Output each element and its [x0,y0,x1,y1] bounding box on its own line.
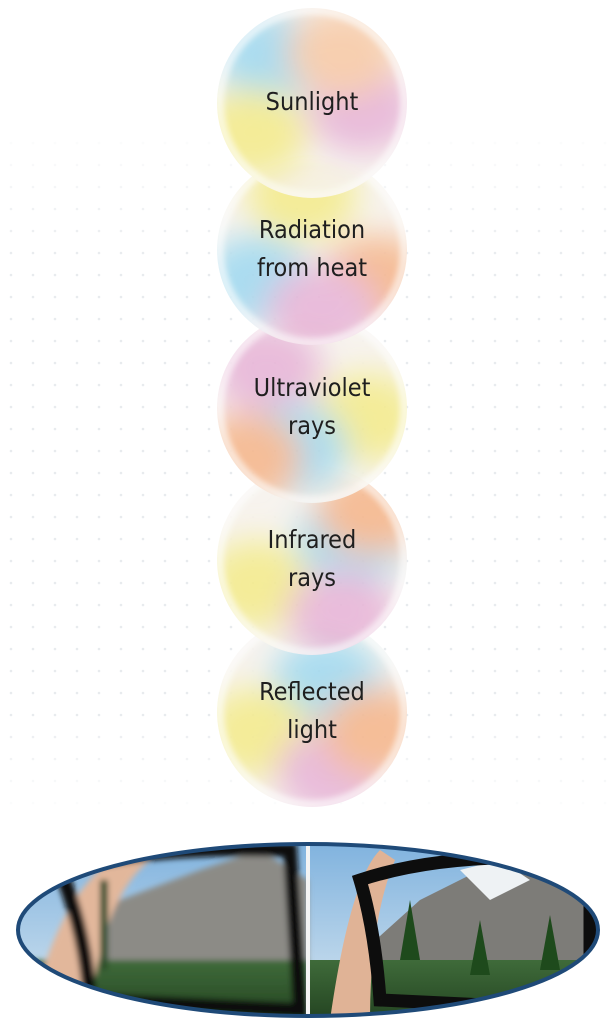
bubble-label: Sunlight [266,87,359,116]
bubble-stack: Reflected light Infrared rays Ultraviolet ray… [192,8,432,817]
bubble-label: light [287,715,337,744]
bubble-label: Reflected [259,677,365,706]
color-blob [287,8,397,98]
bubble-label: Infrared [268,525,357,554]
bubble-label: Ultraviolet [254,373,371,402]
bubble-label: Radiation [259,215,365,244]
bubble-label: from heat [257,253,367,282]
infographic: Reflected light Infrared rays Ultraviolet ray… [0,0,609,1025]
bubble-label: rays [288,563,336,592]
bubble-label: rays [288,411,336,440]
